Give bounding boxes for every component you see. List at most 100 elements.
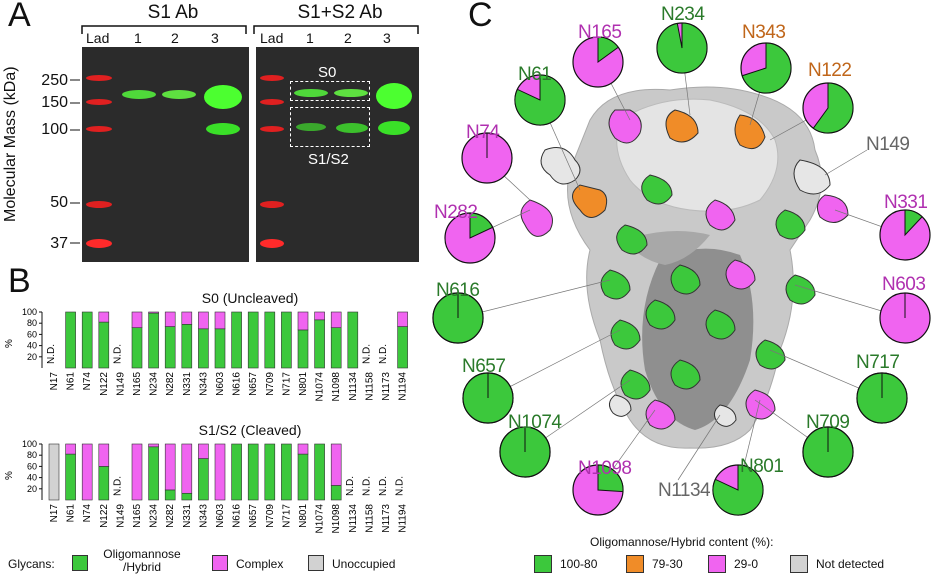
glycan-label-n801: N801 (740, 456, 784, 477)
bar-segment (330, 327, 342, 369)
glycan-label-n149: N149 (866, 134, 910, 155)
x-tick-label: N657 (248, 504, 259, 528)
x-tick-label: N1158 (364, 372, 375, 401)
pie-n122 (802, 82, 854, 134)
pie-n1098 (572, 464, 624, 516)
legend-c-100-80: 100-80 (560, 557, 598, 571)
spike-protein-surface (567, 86, 822, 449)
ladder-band (86, 126, 112, 132)
lane-ladder-left: Lad (86, 30, 110, 46)
bar-segment (131, 327, 143, 369)
bar-segment (148, 311, 159, 314)
bar-segment (281, 311, 292, 369)
bar-segment (247, 443, 259, 501)
lane-1-right: 1 (306, 30, 314, 46)
bar-segment (181, 311, 193, 325)
x-tick-label: N149 (115, 372, 126, 396)
bar-segment (214, 328, 226, 369)
mw-100: 100 (41, 121, 68, 138)
pie-n74 (461, 132, 513, 184)
bar-segment (314, 311, 325, 321)
glycan-label-n122: N122 (808, 60, 852, 81)
ladder-band (260, 201, 284, 208)
glycan-label-n61: N61 (518, 64, 552, 85)
bar-segment (397, 311, 408, 327)
bar-segment (65, 311, 76, 369)
panel-c-letter: C (468, 0, 493, 34)
panel-a-letter: A (8, 0, 31, 34)
glycan-label-n1074: N1074 (508, 412, 562, 433)
y-axis-label: % (4, 471, 15, 480)
x-tick-label: N331 (182, 372, 193, 396)
nd-label: N.D. (361, 344, 372, 364)
x-tick-label: N1173 (381, 372, 392, 401)
pie-n717 (856, 372, 908, 424)
x-tick-label: N61 (66, 372, 77, 391)
x-tick-label: N616 (232, 504, 243, 528)
bar-segment (164, 443, 176, 491)
s0-band-lane1 (294, 89, 328, 97)
nd-label: N.D. (112, 476, 123, 496)
x-tick-label: N122 (99, 372, 110, 396)
bar-segment (164, 311, 176, 327)
glycan-label-n1098: N1098 (578, 458, 632, 479)
x-tick-label: N1098 (331, 372, 342, 402)
bar-segment (98, 321, 110, 369)
pie-n282 (444, 212, 496, 264)
x-tick-label: N17 (49, 504, 60, 523)
x-tick-label: N74 (82, 504, 93, 523)
bar-segment (131, 311, 143, 328)
ladder-band (86, 75, 112, 81)
y-tick-label: 20 (27, 484, 37, 494)
s0-band-lane2 (334, 89, 368, 97)
x-tick-label: N1194 (398, 504, 409, 533)
bar-segment (65, 453, 76, 501)
x-tick-label: N709 (265, 504, 276, 528)
x-tick-label: N234 (149, 372, 160, 396)
glycan-label-n165: N165 (578, 22, 622, 43)
bar-segment (65, 443, 76, 455)
y-tick-label: 60 (27, 329, 37, 339)
bar-segment (297, 329, 309, 369)
s1s2-box-label: S1/S2 (308, 151, 349, 168)
bar-segment (264, 311, 276, 369)
glycan-label-n282: N282 (434, 202, 478, 223)
x-tick-label: N801 (298, 504, 309, 528)
bar-segment (214, 443, 226, 501)
pie-n61 (514, 74, 566, 126)
s0-box-label: S0 (318, 64, 337, 81)
x-tick-label: N1098 (331, 504, 342, 534)
bar-segment (198, 458, 209, 501)
nd-label: N.D. (112, 344, 123, 364)
x-tick-label: N616 (232, 372, 243, 396)
y-axis-label: Molecular Mass (kDa) (2, 66, 19, 222)
glycan-pie-charts (432, 22, 931, 516)
bar-segment (148, 312, 159, 369)
bar-segment (164, 326, 176, 369)
pie-oligo-slice (741, 42, 792, 94)
lane-2-right: 2 (344, 30, 352, 46)
pie-oligo-slice (812, 82, 854, 134)
x-tick-label: N1074 (315, 372, 326, 402)
x-tick-label: N149 (115, 504, 126, 528)
x-tick-label: N657 (248, 372, 259, 396)
legend-c-29-0: 29-0 (734, 557, 759, 571)
bar-segment (330, 485, 342, 501)
ladder-band (86, 201, 112, 208)
nd-label: N.D. (361, 476, 372, 496)
legend-swatch-unoccupied (308, 555, 324, 571)
legend-label-unoccupied: Unoccupied (332, 557, 396, 571)
legend-label-oligomannose: Oligomannose /Hybrid (103, 547, 181, 574)
x-tick-label: N61 (66, 504, 77, 523)
pie-n343 (740, 42, 792, 94)
x-tick-label: N1158 (364, 504, 375, 533)
bar-segment (81, 311, 93, 369)
s1s2-box (290, 107, 370, 147)
bar-segment (198, 311, 209, 330)
s1s2-band-lane3 (206, 123, 240, 135)
x-tick-label: N122 (99, 504, 110, 528)
bar-segment (214, 311, 226, 330)
x-tick-label: N165 (132, 504, 143, 528)
s1s2-band-lane3 (378, 121, 410, 135)
x-tick-label: N165 (132, 372, 143, 396)
